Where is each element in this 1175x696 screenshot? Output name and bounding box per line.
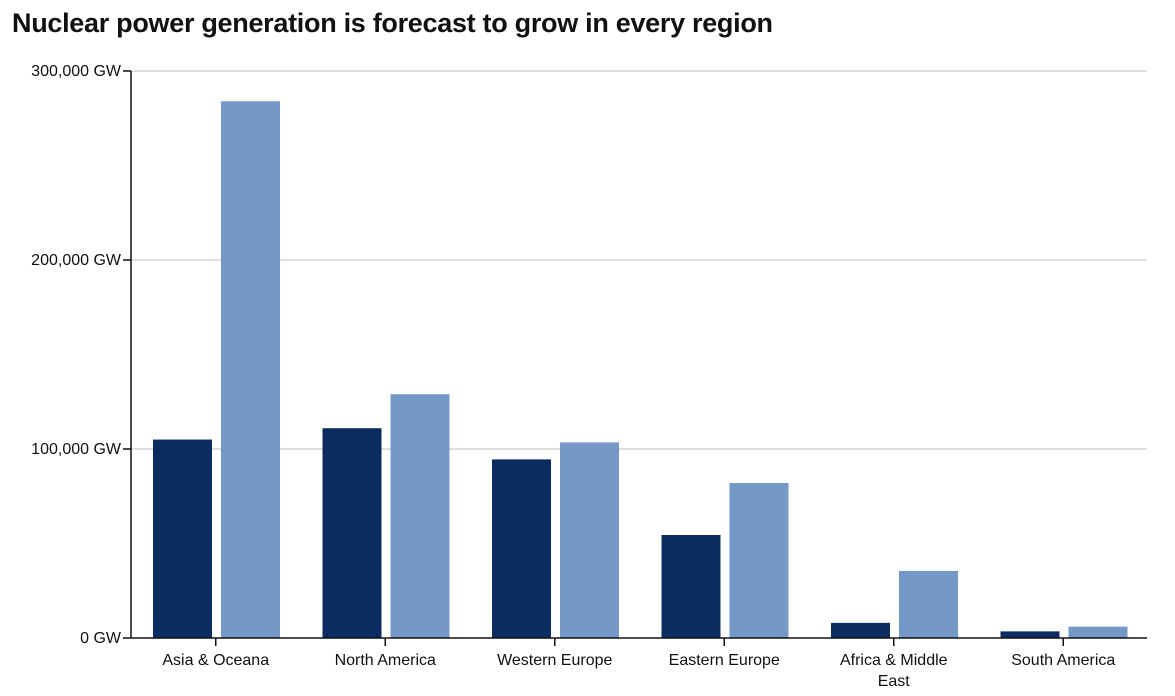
bar <box>831 622 890 638</box>
x-tick-label: Western Europe <box>497 652 612 669</box>
x-tick-label: Africa & Middle <box>840 652 948 669</box>
x-tick-label: South America <box>1011 652 1115 669</box>
bar <box>492 459 551 638</box>
bar <box>729 483 789 638</box>
bar <box>1000 631 1060 638</box>
bar <box>390 394 450 638</box>
y-axis: 0 GW 100,000 GW 200,000 GW 300,000 GW <box>31 63 132 647</box>
x-axis: Asia & Oceana North America Western Europe… <box>131 637 1147 690</box>
y-tick-label: 100,000 GW <box>31 441 122 458</box>
gridlines <box>131 70 1147 450</box>
y-tick-label: 0 GW <box>80 630 122 647</box>
x-tick-label: Asia & Oceana <box>162 652 269 669</box>
bar <box>560 442 619 638</box>
bar <box>221 101 280 639</box>
bar <box>322 428 382 638</box>
bar <box>899 570 958 638</box>
chart-title: Nuclear power generation is forecast to … <box>12 8 773 38</box>
y-tick-label: 300,000 GW <box>31 63 122 80</box>
x-tick-label: North America <box>335 652 436 669</box>
y-tick-label: 200,000 GW <box>31 252 122 269</box>
bar <box>661 534 721 638</box>
bar <box>153 439 212 638</box>
x-tick-label: East <box>878 673 911 690</box>
bar <box>1068 626 1128 638</box>
bars <box>153 101 1128 639</box>
x-tick-label: Eastern Europe <box>669 652 780 669</box>
